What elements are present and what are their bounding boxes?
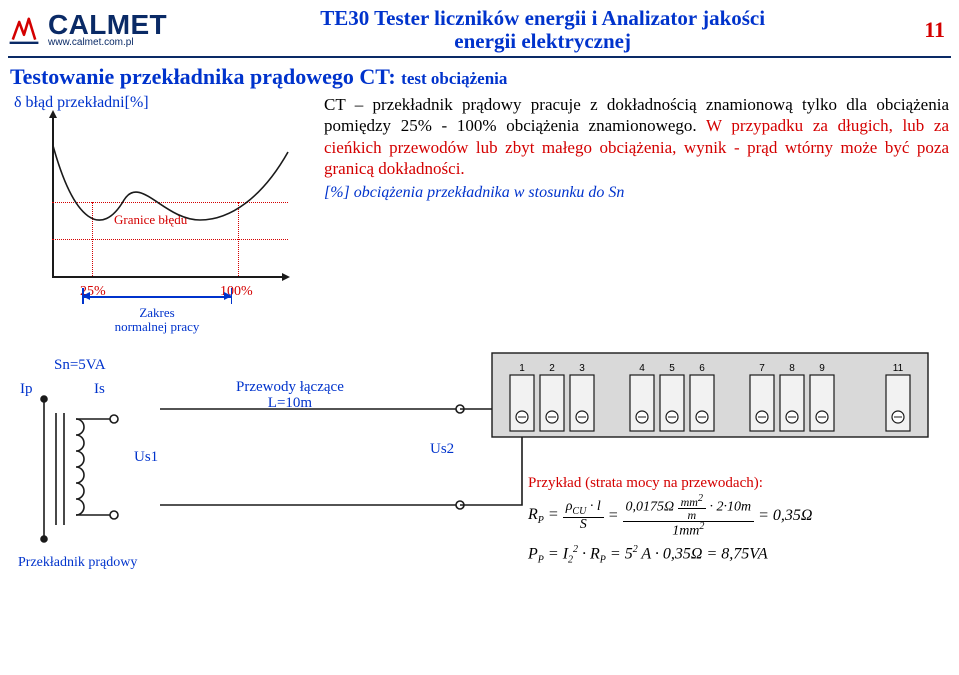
document-title: TE30 Tester liczników energii i Analizat… — [167, 7, 918, 53]
subtitle-main: Testowanie przekładnika prądowego CT: — [10, 64, 401, 89]
x-axis-legend: [%] obciążenia przekładnika w stosunku d… — [324, 183, 949, 203]
svg-text:7: 7 — [759, 363, 765, 374]
error-curve — [52, 112, 302, 282]
svg-text:1: 1 — [519, 363, 525, 374]
description-paragraph: CT – przekładnik prądowy pracuje z dokła… — [324, 94, 949, 292]
y-axis-label: δ błąd przekładni[%] — [14, 94, 314, 112]
calmet-logo-icon — [8, 14, 40, 46]
title-line1: TE30 Tester liczników energii i Analizat… — [167, 7, 918, 30]
logo-block: CALMET www.calmet.com.pl — [8, 12, 167, 48]
error-chart: δ błąd przekładni[%] Granice błędu 25% 1… — [14, 94, 314, 292]
ct-name-label: Przekładnik prądowy — [18, 555, 137, 571]
subtitle-sub: test obciążenia — [401, 69, 507, 88]
range-marker — [82, 286, 232, 306]
svg-text:9: 9 — [819, 363, 825, 374]
page-header: CALMET www.calmet.com.pl TE30 Tester lic… — [0, 0, 959, 56]
energy-meter-diagram: 1 2 3 4 5 6 7 8 9 11 — [490, 351, 930, 476]
section-subtitle: Testowanie przekładnika prądowego CT: te… — [0, 58, 959, 92]
example-calculation: Przykład (strata mocy na przewodach): RP… — [528, 475, 812, 566]
meter-icon: 1 2 3 4 5 6 7 8 9 11 — [490, 351, 930, 471]
range-label: Zakres normalnej pracy — [82, 306, 232, 335]
sn-label: Sn=5VA — [54, 357, 106, 374]
page-number: 11 — [918, 17, 951, 43]
svg-text:4: 4 — [639, 363, 645, 374]
us2-label: Us2 — [430, 441, 454, 458]
logo-name: CALMET — [48, 12, 167, 37]
svg-text:11: 11 — [893, 363, 904, 374]
equation-rp: RP = ρCU · l S = 0,0175Ω mm2 m · 2·10m 1… — [528, 494, 812, 539]
connecting-wires-icon — [160, 395, 540, 555]
svg-text:8: 8 — [789, 363, 795, 374]
svg-text:3: 3 — [579, 363, 585, 374]
svg-text:6: 6 — [699, 363, 705, 374]
example-title: Przykład (strata mocy na przewodach): — [528, 475, 812, 492]
svg-text:2: 2 — [549, 363, 555, 374]
equation-pp: PP = I22 · RP = 52 A · 0,35Ω = 8,75VA — [528, 544, 812, 566]
title-line2: energii elektrycznej — [167, 30, 918, 53]
svg-text:5: 5 — [669, 363, 675, 374]
site-url: www.calmet.com.pl — [48, 37, 167, 48]
